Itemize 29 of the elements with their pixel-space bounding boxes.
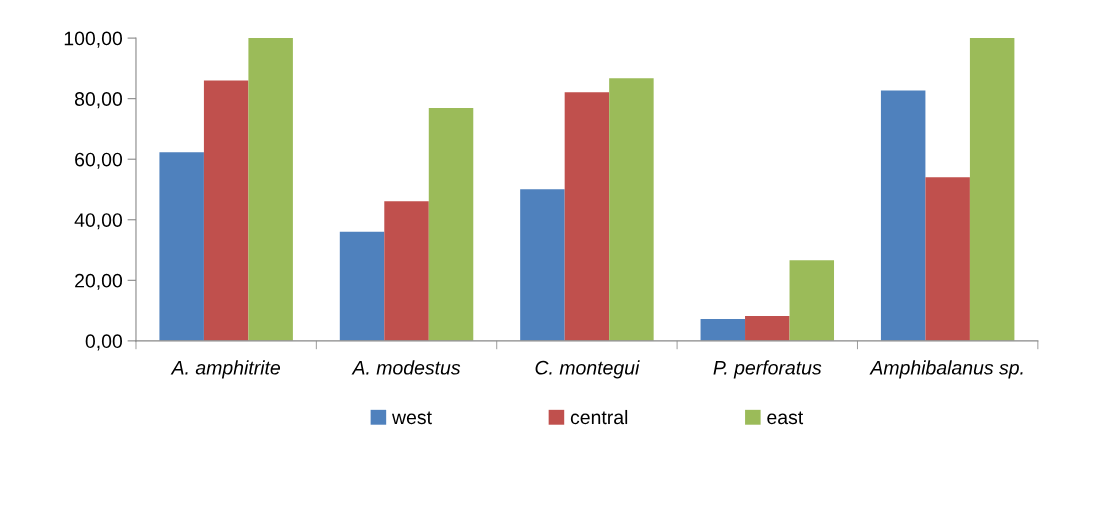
x-tick-label: P. perforatus xyxy=(713,360,822,379)
x-tick-label: Amphibalanus sp. xyxy=(869,360,1023,379)
bar xyxy=(384,201,429,341)
legend-label: east xyxy=(767,411,804,425)
bar xyxy=(969,38,1015,341)
y-tick-label: 80,00 xyxy=(74,92,123,109)
bar xyxy=(789,260,835,341)
bar xyxy=(880,90,926,341)
y-tick-label: 0,00 xyxy=(85,334,123,351)
bar xyxy=(159,152,204,341)
x-tick-label: A. amphitrite xyxy=(170,360,281,379)
legend-label: central xyxy=(570,409,628,425)
x-tick-label: A. modestus xyxy=(351,360,461,375)
bar xyxy=(203,80,249,341)
y-tick-label: 60,00 xyxy=(75,152,123,169)
bar xyxy=(428,108,474,341)
y-tick-label: 20,00 xyxy=(75,273,123,290)
y-tick-label: 40,00 xyxy=(74,213,123,230)
legend-label: west xyxy=(391,411,432,425)
x-tick-label: C. montegui xyxy=(535,360,640,379)
bar xyxy=(700,319,746,341)
bar xyxy=(564,92,610,341)
bar xyxy=(925,177,970,341)
bar xyxy=(339,231,385,341)
y-tick-label: 100,00 xyxy=(64,31,123,48)
bar xyxy=(745,316,790,341)
bar xyxy=(248,38,293,341)
bar xyxy=(520,189,565,341)
bar xyxy=(609,78,654,341)
